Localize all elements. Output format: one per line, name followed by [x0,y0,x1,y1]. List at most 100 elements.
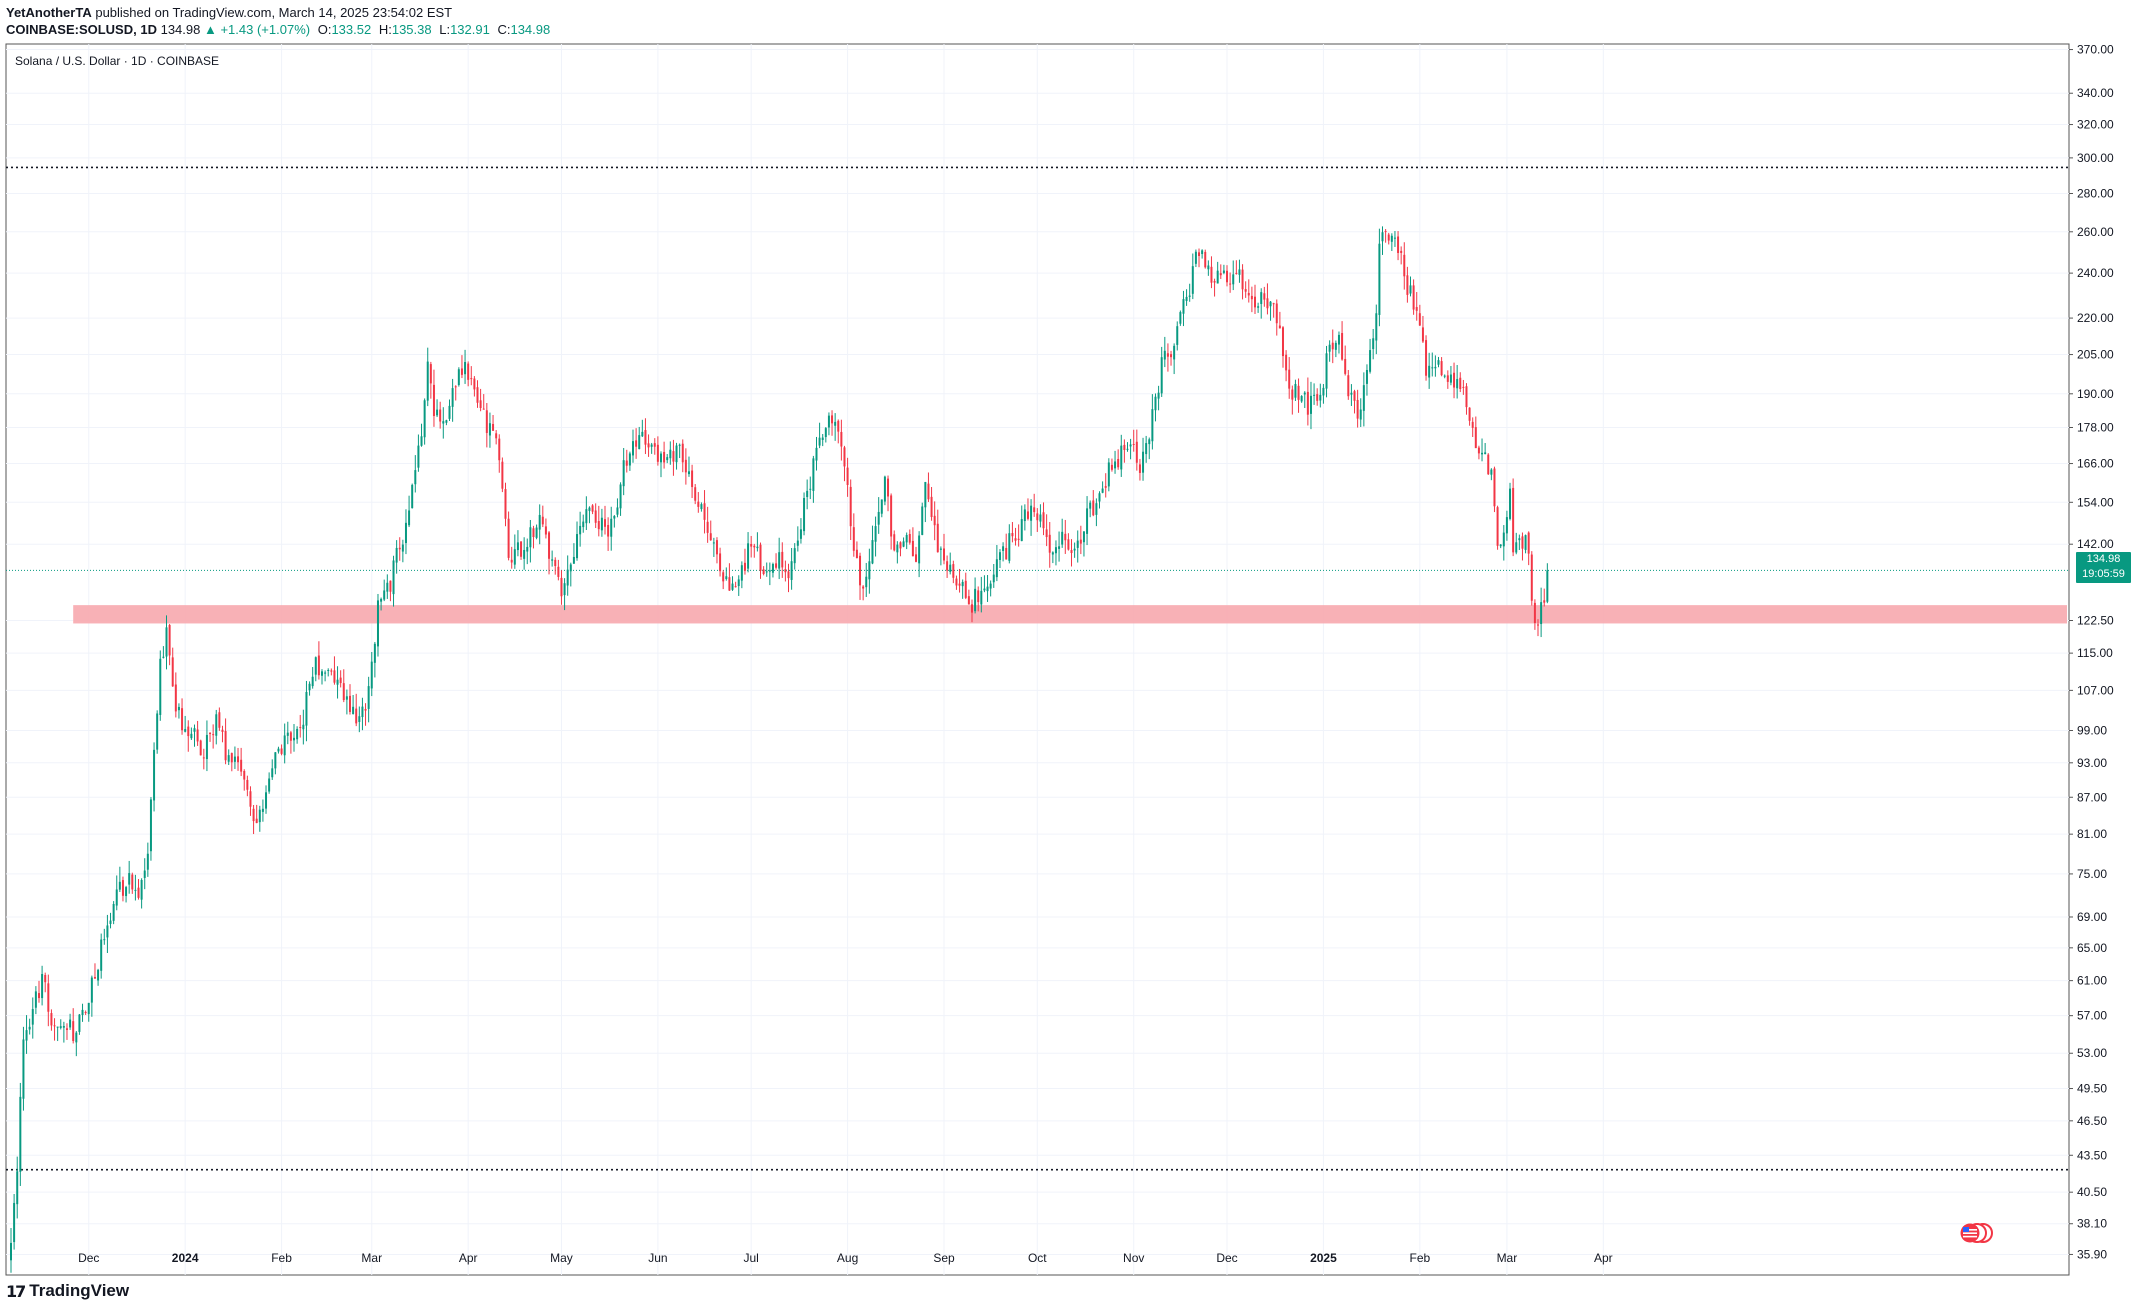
candle [908,529,911,545]
candle-body [918,535,921,564]
support-zone [73,605,2068,624]
candle [756,532,759,552]
candle [159,650,162,721]
candle-body [796,540,799,546]
price-tick-label: 107.00 [2077,683,2114,697]
candle-body [112,904,115,921]
price-tick-label: 154.00 [2077,495,2114,509]
candle-body [255,818,258,824]
candle [1101,481,1104,494]
time-tick-label: Apr [1594,1251,1613,1265]
candle [1325,345,1328,398]
candle-body [1135,441,1138,463]
candle-body [1092,500,1095,516]
price-tick-label: 40.50 [2077,1185,2107,1199]
candle [759,542,762,579]
candle-body [69,1019,72,1028]
candle [1509,482,1512,521]
candle-body [439,409,442,422]
candle [305,680,308,742]
candle-body [1487,454,1490,475]
candle-body [1073,548,1076,551]
price-tick-label: 260.00 [2077,225,2114,239]
candle [1005,533,1008,560]
candle [1008,524,1011,564]
candle-body [221,729,224,732]
candle [597,505,600,537]
candle [604,505,607,535]
candle [635,428,638,459]
candle [526,538,529,565]
candle-body [740,565,743,581]
candle [1505,510,1508,541]
candle [1132,429,1135,452]
candle-body [1232,274,1235,285]
time-axis[interactable]: Dec 2024 Feb Mar Apr May Jun Jul Aug Sep Oct Nov Dec… [78,1251,1613,1265]
candle [1095,498,1098,527]
author-name[interactable]: YetAnotherTA [6,5,92,20]
price-tick-label: 49.50 [2077,1082,2107,1096]
candle-body [607,524,610,537]
candle [1400,246,1403,265]
candle [1194,249,1197,268]
candle-body [395,547,398,563]
candle [1512,478,1515,557]
candle-body [706,521,709,533]
candle-body [59,1026,62,1028]
candle-body [1434,366,1437,369]
price-axis[interactable]: 370.00 340.00 320.00 300.00 280.00 260.00 240.… [2069,43,2114,1262]
tradingview-brand[interactable]: 17 TradingView [6,1281,129,1301]
candle [1176,321,1179,351]
candles-layer [10,226,1549,1273]
candle [31,997,34,1039]
candle-body [1288,369,1291,389]
candle-body [13,1202,16,1243]
price-tick-label: 43.50 [2077,1148,2107,1162]
candle-body [423,400,426,438]
candle [348,684,351,715]
candle-body [1201,250,1204,255]
candle [112,901,115,925]
time-tick-label: Aug [837,1251,858,1265]
candle [1481,438,1484,462]
candle [25,1015,28,1054]
candle [454,385,457,401]
candle-body [31,1009,34,1025]
candle [1142,437,1145,481]
candle-body [582,521,585,528]
candle-body [1272,303,1275,305]
candle-body [1425,340,1428,376]
candle-body [862,586,865,589]
candle [470,366,473,386]
candle [1409,276,1412,297]
candle-body [1344,358,1347,374]
candle [358,706,361,733]
candle [1082,531,1085,557]
candle-body [1250,295,1253,300]
price-tick-label: 53.00 [2077,1046,2107,1060]
candle [439,401,442,429]
candle [451,378,454,422]
candle [793,543,796,570]
candle-body [846,467,849,485]
candle-body [454,386,457,388]
candle [977,586,980,612]
candle [1061,518,1064,548]
candle [1235,260,1238,275]
us-flag-icon[interactable] [1958,1222,1994,1244]
candle-body [131,874,134,890]
candle [740,561,743,589]
candle-body [1120,445,1123,470]
price-tick-label: 61.00 [2077,974,2107,988]
candle-body [125,887,128,897]
price-tick-label: 178.00 [2077,420,2114,434]
candle-body [1042,512,1045,529]
candle [582,514,585,533]
candle [588,506,591,524]
candle-body [678,444,681,446]
candle-body [445,420,448,423]
candle [703,490,706,534]
candle [1527,531,1530,566]
candle-body [1079,539,1082,544]
